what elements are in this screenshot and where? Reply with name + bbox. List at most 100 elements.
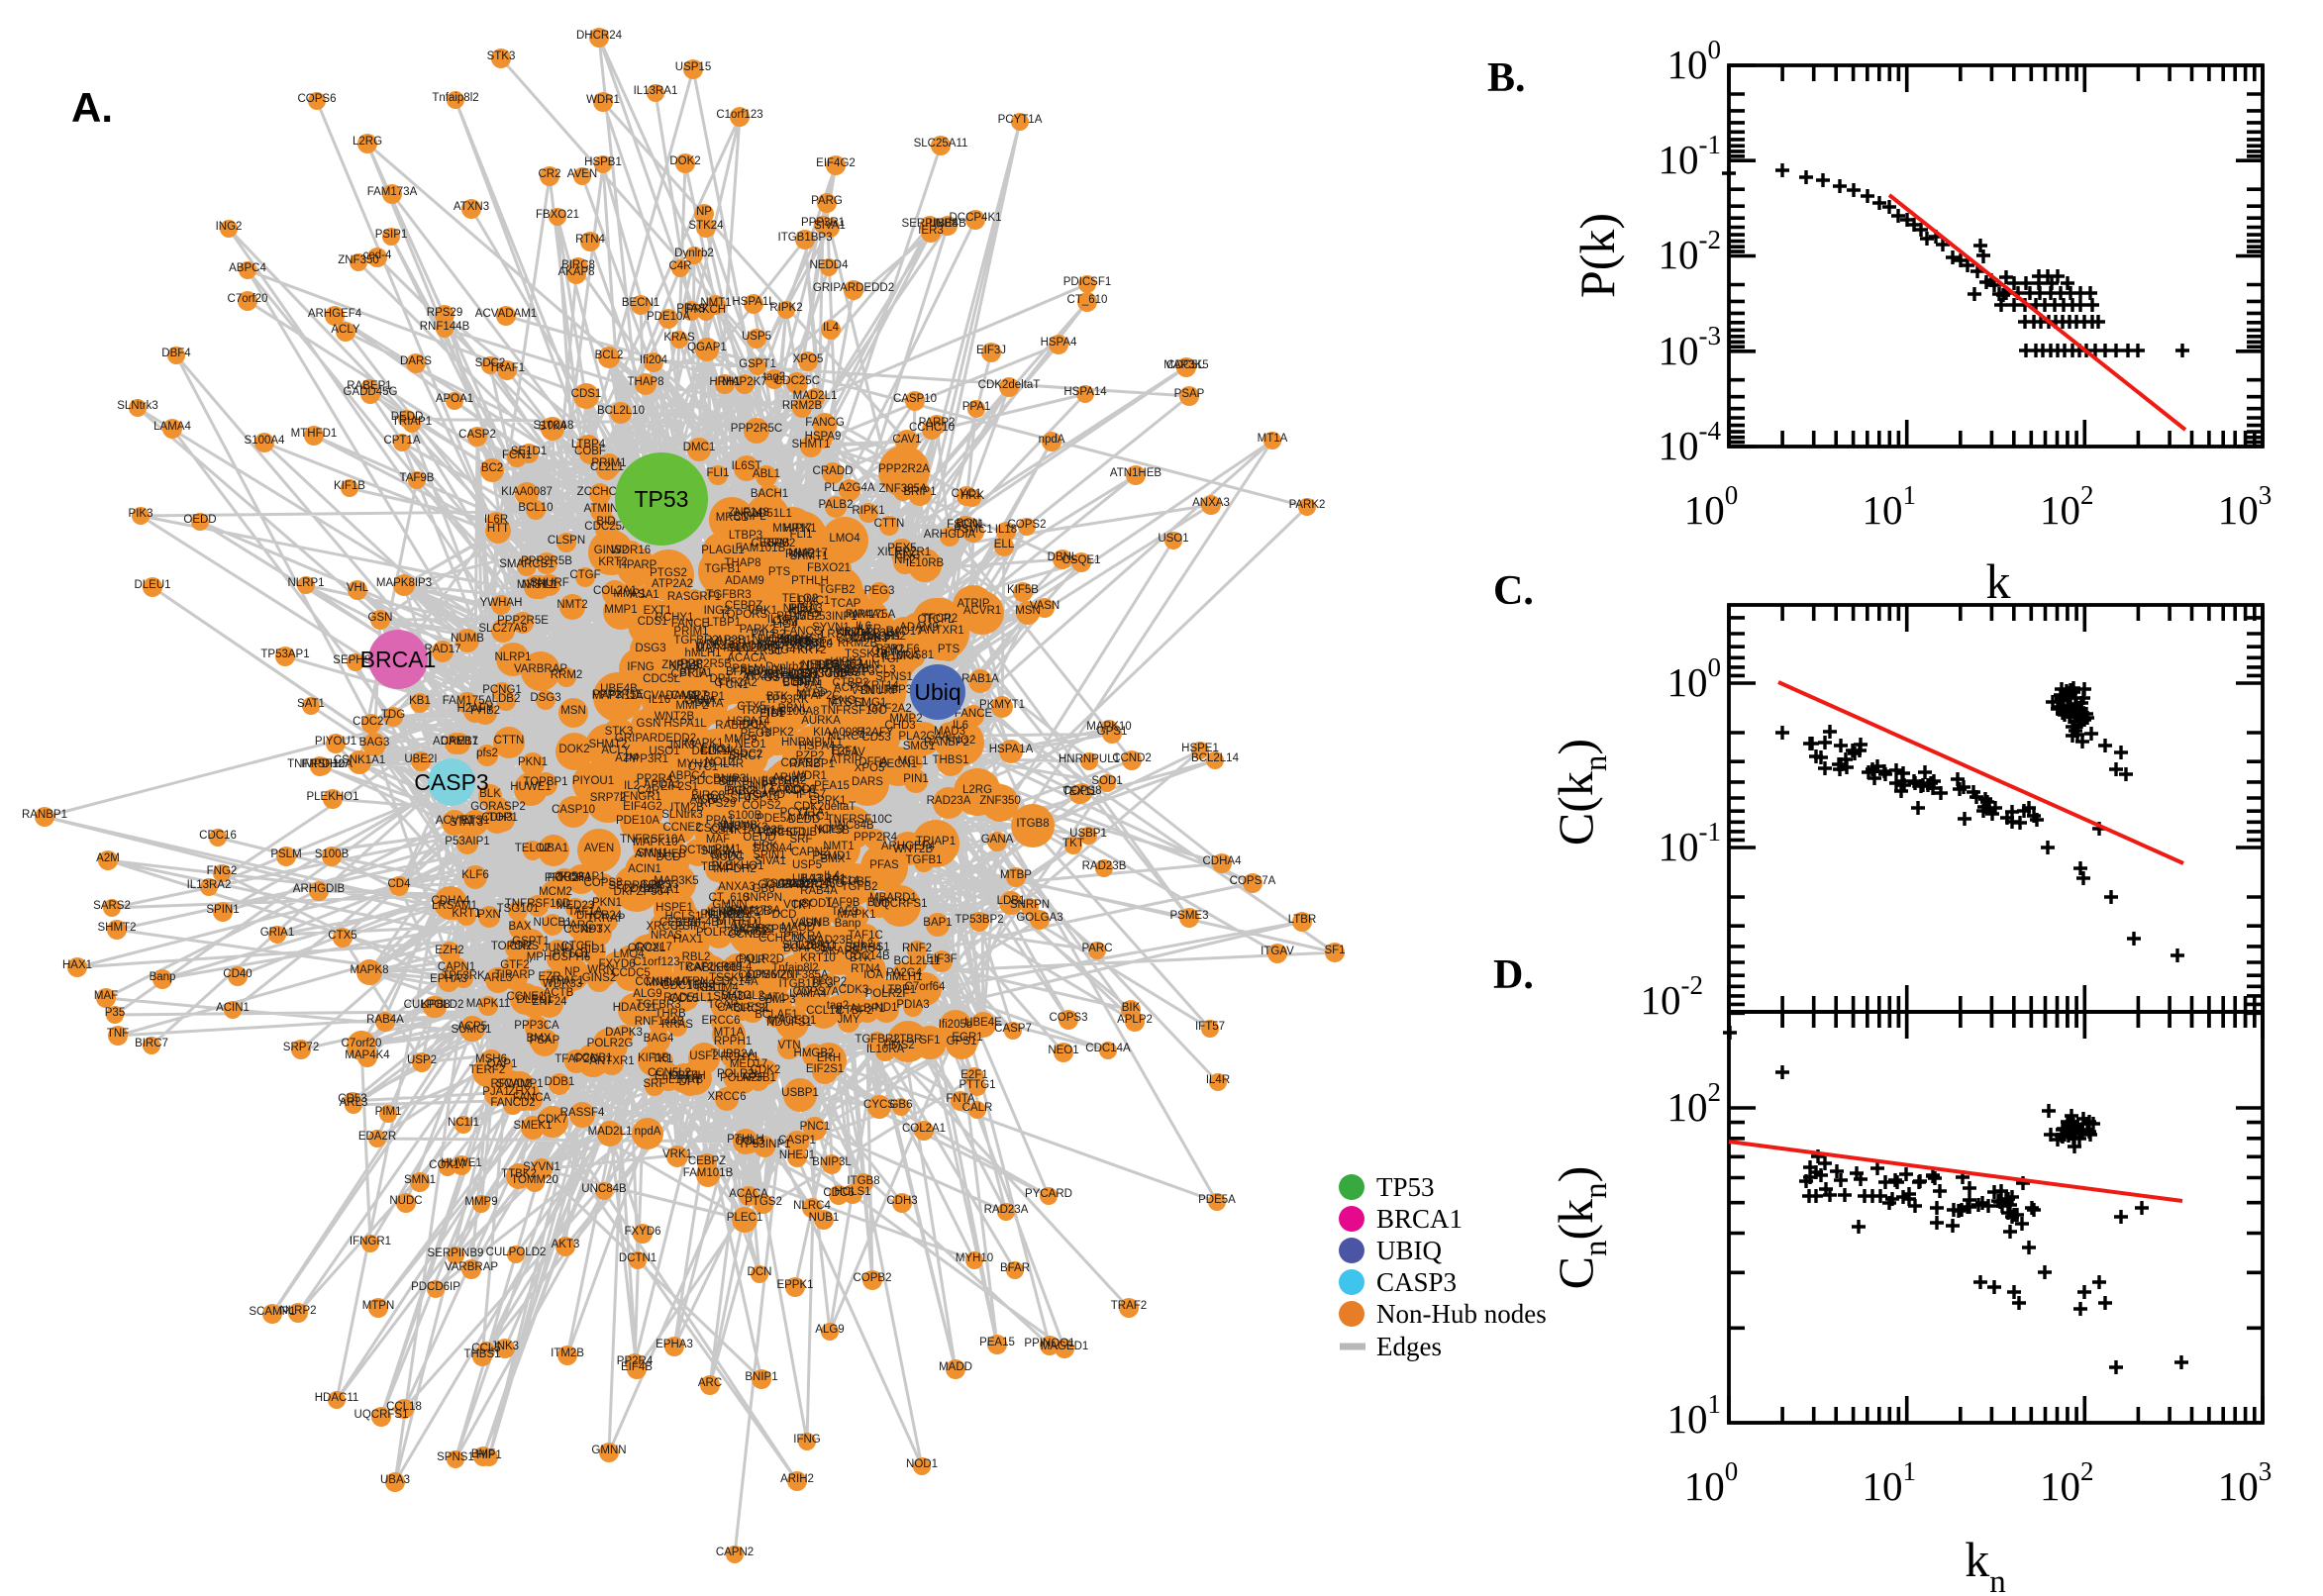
svg-text:KIF5B: KIF5B xyxy=(1007,584,1039,596)
svg-text:COBF: COBF xyxy=(574,446,606,457)
svg-text:SERPINB9: SERPINB9 xyxy=(428,1247,484,1259)
svg-text:OEDD: OEDD xyxy=(183,514,216,526)
svg-text:NHEJ1: NHEJ1 xyxy=(779,1149,815,1161)
svg-text:SNRPN: SNRPN xyxy=(1010,899,1050,911)
svg-text:MAPK8IP3: MAPK8IP3 xyxy=(376,577,432,589)
svg-text:UBE2I: UBE2I xyxy=(404,753,437,765)
svg-text:Banp: Banp xyxy=(150,971,176,983)
svg-text:FANCG: FANCG xyxy=(805,417,845,429)
svg-text:MTBP: MTBP xyxy=(1000,869,1032,881)
svg-text:CDC5L: CDC5L xyxy=(1166,359,1204,371)
svg-text:Ifi204: Ifi204 xyxy=(640,354,668,366)
svg-text:AVEN: AVEN xyxy=(567,168,597,180)
svg-text:VTN: VTN xyxy=(778,1040,801,1051)
svg-text:SMEK1: SMEK1 xyxy=(514,1120,553,1132)
svg-text:ACIN1: ACIN1 xyxy=(628,863,661,875)
svg-text:KIAA0087: KIAA0087 xyxy=(501,486,553,498)
svg-text:CEBPZ: CEBPZ xyxy=(688,1155,726,1167)
svg-text:ATRIP: ATRIP xyxy=(829,754,861,766)
svg-text:DSG3: DSG3 xyxy=(530,692,560,704)
svg-text:ACVR1: ACVR1 xyxy=(436,815,473,827)
svg-text:RANBP1: RANBP1 xyxy=(22,809,67,821)
svg-text:ELL: ELL xyxy=(994,539,1015,550)
svg-text:KPB8: KPB8 xyxy=(421,999,450,1011)
svg-text:THAP8: THAP8 xyxy=(627,376,663,388)
svg-text:C1orf123: C1orf123 xyxy=(716,109,762,121)
svg-text:ARHGEF4: ARHGEF4 xyxy=(308,308,362,320)
svg-text:P(k): P(k) xyxy=(1569,213,1625,298)
svg-text:KRT2: KRT2 xyxy=(598,556,627,568)
svg-text:AVEN: AVEN xyxy=(584,843,614,854)
svg-text:ACLY: ACLY xyxy=(331,324,360,336)
svg-text:UBIQ: UBIQ xyxy=(1376,1236,1442,1265)
svg-text:MYST1: MYST1 xyxy=(517,579,555,591)
svg-text:DAPK3: DAPK3 xyxy=(605,1027,643,1039)
svg-text:MMP9: MMP9 xyxy=(464,1196,497,1208)
svg-text:HAX1: HAX1 xyxy=(62,959,92,971)
svg-text:TP53AP1: TP53AP1 xyxy=(260,648,309,660)
svg-text:DSG3: DSG3 xyxy=(635,643,665,654)
svg-text:SRF: SRF xyxy=(644,1078,666,1090)
svg-text:CTTN: CTTN xyxy=(494,735,525,747)
svg-text:DHCR24: DHCR24 xyxy=(576,30,623,42)
svg-text:MMP2: MMP2 xyxy=(889,713,922,725)
svg-text:HNRNPUL1: HNRNPUL1 xyxy=(781,737,843,748)
svg-text:IFNGR1: IFNGR1 xyxy=(350,1236,391,1247)
svg-text:COX17: COX17 xyxy=(429,1159,466,1171)
svg-text:KRT9: KRT9 xyxy=(713,961,742,973)
svg-text:ACVADAM1: ACVADAM1 xyxy=(475,308,537,320)
svg-text:SMN1: SMN1 xyxy=(637,848,668,859)
svg-text:ADAM9: ADAM9 xyxy=(725,575,764,587)
svg-text:SIVA1: SIVA1 xyxy=(755,855,786,867)
svg-text:ACVR1: ACVR1 xyxy=(963,605,1001,617)
svg-text:IFT57: IFT57 xyxy=(1195,1021,1225,1033)
svg-text:D.: D. xyxy=(1493,952,1534,998)
svg-text:HIP1: HIP1 xyxy=(788,605,814,617)
svg-text:C7orf20: C7orf20 xyxy=(342,1038,382,1049)
svg-text:k: k xyxy=(1986,553,2011,609)
svg-text:TELO2: TELO2 xyxy=(515,843,551,854)
svg-text:TP53: TP53 xyxy=(1376,1172,1435,1202)
svg-text:BNIP1: BNIP1 xyxy=(745,1371,777,1383)
svg-text:PSMD1: PSMD1 xyxy=(812,850,852,862)
svg-text:CDS1: CDS1 xyxy=(571,388,602,400)
svg-text:HRH1: HRH1 xyxy=(709,376,740,388)
svg-text:PLEC1: PLEC1 xyxy=(727,1212,762,1224)
svg-text:pfs2: pfs2 xyxy=(476,748,498,759)
svg-text:CT_610: CT_610 xyxy=(1067,294,1108,306)
svg-text:RANBP1: RANBP1 xyxy=(789,758,835,770)
svg-text:PZP2: PZP2 xyxy=(876,644,905,655)
svg-text:CAV1: CAV1 xyxy=(892,434,921,446)
svg-text:GORASP2: GORASP2 xyxy=(470,801,526,813)
svg-text:DFFA: DFFA xyxy=(858,756,888,768)
svg-text:CCNE2: CCNE2 xyxy=(663,822,702,834)
svg-text:CLSPN: CLSPN xyxy=(548,535,585,547)
svg-text:COPS3: COPS3 xyxy=(1050,1012,1088,1024)
svg-text:USF2: USF2 xyxy=(689,1050,718,1062)
svg-text:SHMT1: SHMT1 xyxy=(792,439,831,450)
svg-text:ZNF148: ZNF148 xyxy=(728,507,769,519)
svg-text:LTBR: LTBR xyxy=(1288,914,1317,926)
svg-text:POLR2D: POLR2D xyxy=(739,953,784,965)
svg-text:SMN1: SMN1 xyxy=(404,1174,436,1186)
svg-text:TOMM20: TOMM20 xyxy=(511,1174,558,1186)
svg-text:CDC5L: CDC5L xyxy=(643,673,680,685)
svg-text:GRIPARDEDD2: GRIPARDEDD2 xyxy=(813,282,894,294)
svg-text:EDA2R: EDA2R xyxy=(358,1131,396,1143)
svg-text:LDB2: LDB2 xyxy=(492,693,521,705)
svg-text:NUCB1: NUCB1 xyxy=(534,917,572,929)
svg-text:NRAS: NRAS xyxy=(651,930,682,942)
svg-text:FAM175A: FAM175A xyxy=(443,695,493,707)
svg-text:ATN1HEB: ATN1HEB xyxy=(1110,467,1162,479)
svg-text:ARHGDIB: ARHGDIB xyxy=(293,883,346,895)
svg-text:COPS2: COPS2 xyxy=(1008,519,1047,531)
svg-text:XPO5: XPO5 xyxy=(793,353,824,365)
svg-text:HSPE1: HSPE1 xyxy=(656,902,693,914)
svg-text:BCLAF1: BCLAF1 xyxy=(755,1009,797,1021)
svg-text:PLEKHO1: PLEKHO1 xyxy=(306,791,358,803)
svg-text:COL2A1: COL2A1 xyxy=(902,1123,946,1135)
svg-text:CDC16: CDC16 xyxy=(199,830,237,842)
svg-text:BAG4: BAG4 xyxy=(644,1033,674,1045)
svg-text:DBF4: DBF4 xyxy=(161,348,191,359)
svg-text:WDR1: WDR1 xyxy=(586,94,620,106)
